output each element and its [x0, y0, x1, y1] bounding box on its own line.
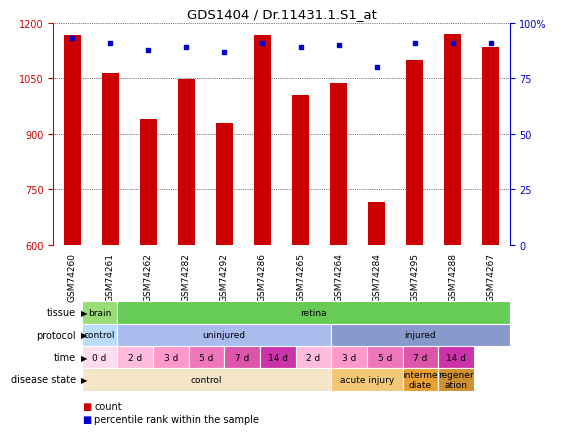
Bar — [153, 346, 189, 368]
Bar — [82, 324, 117, 346]
Bar — [406, 61, 423, 245]
Bar — [482, 48, 499, 245]
Bar — [438, 368, 474, 391]
Bar — [444, 35, 461, 245]
Title: GDS1404 / Dr.11431.1.S1_at: GDS1404 / Dr.11431.1.S1_at — [186, 8, 377, 21]
Bar — [254, 36, 271, 245]
Text: protocol: protocol — [37, 330, 76, 340]
Text: tissue: tissue — [47, 308, 76, 318]
Bar — [403, 368, 438, 391]
Bar — [82, 302, 117, 324]
Bar — [82, 368, 331, 391]
Text: 3 d: 3 d — [164, 353, 178, 362]
Text: injured: injured — [405, 331, 436, 339]
Text: ■: ■ — [82, 401, 91, 411]
Bar — [368, 203, 385, 245]
Text: count: count — [94, 401, 122, 411]
Text: control: control — [191, 375, 222, 384]
Bar — [117, 346, 153, 368]
Text: ▶: ▶ — [81, 375, 87, 384]
Bar — [296, 346, 331, 368]
Bar — [189, 346, 224, 368]
Bar — [64, 36, 81, 245]
Text: retina: retina — [300, 308, 327, 317]
Bar — [403, 346, 438, 368]
Text: regener
ation: regener ation — [438, 370, 474, 389]
Text: ▶: ▶ — [81, 331, 87, 339]
Bar — [331, 346, 367, 368]
Bar — [140, 120, 157, 245]
Bar — [438, 346, 474, 368]
Text: 2 d: 2 d — [306, 353, 320, 362]
Bar — [224, 346, 260, 368]
Text: 7 d: 7 d — [235, 353, 249, 362]
Text: 14 d: 14 d — [268, 353, 288, 362]
Text: 14 d: 14 d — [446, 353, 466, 362]
Bar — [330, 84, 347, 245]
Bar — [260, 346, 296, 368]
Bar — [367, 346, 403, 368]
Bar — [216, 124, 233, 245]
Bar — [117, 324, 331, 346]
Bar — [102, 74, 119, 245]
Text: control: control — [84, 331, 115, 339]
Text: percentile rank within the sample: percentile rank within the sample — [94, 414, 259, 424]
Bar — [292, 96, 309, 245]
Text: 5 d: 5 d — [199, 353, 213, 362]
Bar — [178, 80, 195, 245]
Text: time: time — [54, 352, 76, 362]
Text: 0 d: 0 d — [92, 353, 106, 362]
Text: interme
diate: interme diate — [403, 370, 438, 389]
Text: 2 d: 2 d — [128, 353, 142, 362]
Text: uninjured: uninjured — [203, 331, 246, 339]
Text: 7 d: 7 d — [413, 353, 427, 362]
Text: ▶: ▶ — [81, 308, 87, 317]
Text: ■: ■ — [82, 414, 91, 424]
Bar — [82, 346, 117, 368]
Bar — [331, 368, 403, 391]
Text: acute injury: acute injury — [339, 375, 394, 384]
Text: brain: brain — [88, 308, 111, 317]
Bar — [331, 324, 510, 346]
Text: 3 d: 3 d — [342, 353, 356, 362]
Text: ▶: ▶ — [81, 353, 87, 362]
Text: disease state: disease state — [11, 375, 76, 385]
Text: 5 d: 5 d — [378, 353, 392, 362]
